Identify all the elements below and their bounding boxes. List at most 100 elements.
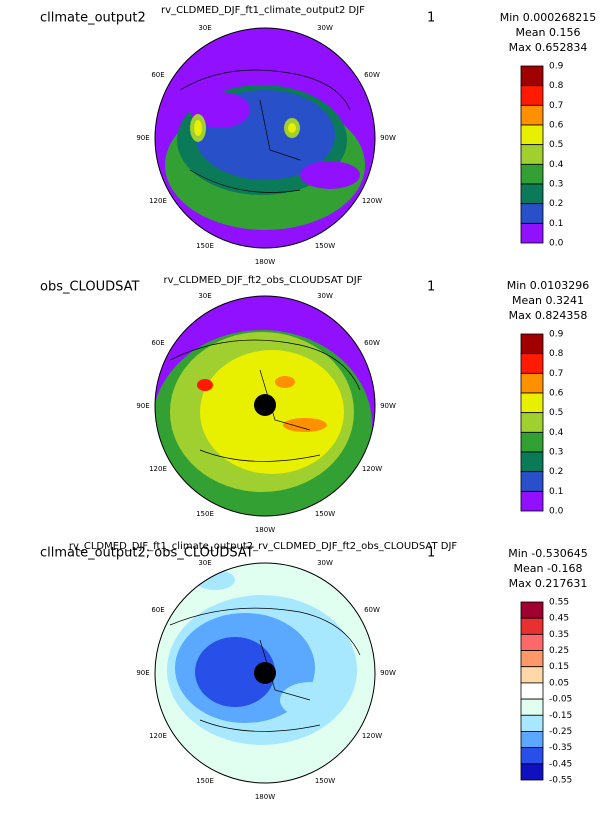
lon-label: 60E xyxy=(151,339,164,347)
lon-label: 60W xyxy=(364,71,380,79)
colorbar-box xyxy=(520,144,544,165)
colorbar-label: -0.45 xyxy=(549,759,572,769)
colorbar-label: 0.1 xyxy=(549,487,563,497)
colorbar-box xyxy=(520,698,544,716)
colorbar-box xyxy=(520,392,544,414)
colorbar-label: 0.45 xyxy=(549,614,569,624)
colorbar-label: 0.3 xyxy=(549,180,563,190)
lon-label: 120W xyxy=(362,465,382,473)
colorbar-box xyxy=(520,471,544,492)
panel-subtitle: rv_CLDMED_DJF_ft1_climate_output2 DJF xyxy=(161,5,365,16)
colorbar-box xyxy=(520,650,544,668)
colorbar-box xyxy=(520,431,544,453)
panel-title: cllmate_output2; obs_CLOUDSAT xyxy=(40,546,254,561)
colorbar-box xyxy=(520,85,544,106)
map-3 xyxy=(155,563,375,783)
panel-subtitle: rv_CLDMED_DJF_ft2_obs_CLOUDSAT DJF xyxy=(163,275,362,286)
colorbar-label: -0.35 xyxy=(549,743,572,753)
colorbar-box xyxy=(520,601,544,619)
colorbar-label: 0.2 xyxy=(549,199,563,209)
colorbar-label: -0.25 xyxy=(549,727,572,737)
lon-label: 30E xyxy=(198,559,211,567)
lon-label: 150W xyxy=(315,242,335,250)
colorbar-box xyxy=(520,633,544,651)
colorbar-box xyxy=(520,490,544,512)
colorbar-label: 0.05 xyxy=(549,678,569,688)
lon-label: 90W xyxy=(380,669,396,677)
lon-label: 120E xyxy=(149,465,167,473)
colorbar-label: 0.0 xyxy=(549,507,564,517)
panel-number: 1 xyxy=(427,546,435,561)
colorbar-label: 0.4 xyxy=(549,160,564,170)
colorbar-box xyxy=(520,731,544,749)
lon-label: 30W xyxy=(317,559,333,567)
stat: Max 0.824358 xyxy=(509,309,588,322)
stat: Min -0.530645 xyxy=(508,547,587,560)
colorbar-label: 0.2 xyxy=(549,467,563,477)
colorbar-label: 0.0 xyxy=(549,239,564,249)
lon-label: 60W xyxy=(364,339,380,347)
colorbar-label: 0.7 xyxy=(549,369,563,379)
colorbar-label: -0.55 xyxy=(549,776,572,786)
colorbar-box xyxy=(520,666,544,684)
lon-label: 180W xyxy=(255,258,275,266)
colorbar-label: 0.6 xyxy=(549,389,564,399)
colorbar-label: 0.5 xyxy=(549,408,563,418)
colorbar-box xyxy=(520,104,544,126)
lon-label: 150E xyxy=(196,242,214,250)
colorbar-label: 0.9 xyxy=(549,62,564,72)
lon-label: 120E xyxy=(149,197,167,205)
colorbar-label: 0.9 xyxy=(549,330,564,340)
lon-label: 90E xyxy=(136,669,149,677)
panel-title: obs_CLOUDSAT xyxy=(40,280,139,295)
colorbar-label: 0.7 xyxy=(549,101,563,111)
lon-label: 90E xyxy=(136,134,149,142)
colorbar-label: 0.8 xyxy=(549,349,564,359)
colorbar-box xyxy=(520,412,544,433)
colorbar-box xyxy=(520,353,544,374)
colorbar-label: 0.4 xyxy=(549,428,564,438)
lon-label: 60E xyxy=(151,71,164,79)
lon-label: 30W xyxy=(317,24,333,32)
colorbar-label: 0.5 xyxy=(549,140,563,150)
colorbar-label: 0.8 xyxy=(549,81,564,91)
lon-label: 120W xyxy=(362,197,382,205)
stat: Mean -0.168 xyxy=(514,562,583,575)
stat: Mean 0.3241 xyxy=(512,294,584,307)
lon-label: 30E xyxy=(198,24,211,32)
colorbar-box xyxy=(520,163,544,185)
colorbar-box xyxy=(520,451,544,473)
colorbar-box xyxy=(520,124,544,146)
lon-label: 60E xyxy=(151,606,164,614)
lon-label: 150E xyxy=(196,510,214,518)
colorbar-box xyxy=(520,714,544,732)
lon-label: 90W xyxy=(380,134,396,142)
panel-title: cllmate_output2 xyxy=(40,11,146,26)
stat: Min 0.000268215 xyxy=(500,11,597,24)
lon-label: 150W xyxy=(315,510,335,518)
colorbar-label: 0.6 xyxy=(549,121,564,131)
colorbar-box xyxy=(520,183,544,205)
colorbar-label: 0.25 xyxy=(549,646,569,656)
colorbar-box xyxy=(520,333,544,355)
stat: Min 0.0103296 xyxy=(507,279,590,292)
map-1 xyxy=(155,28,375,248)
colorbar-box xyxy=(520,682,544,700)
lon-label: 120E xyxy=(149,732,167,740)
colorbar-label: 0.1 xyxy=(549,219,563,229)
lon-label: 90E xyxy=(136,402,149,410)
colorbar-box xyxy=(520,65,544,87)
panel-number: 1 xyxy=(427,11,435,26)
stat: Max 0.217631 xyxy=(509,577,588,590)
colorbar-box xyxy=(520,617,544,635)
panel-number: 1 xyxy=(427,280,435,295)
colorbar-label: 0.35 xyxy=(549,630,569,640)
lon-label: 180W xyxy=(255,793,275,801)
colorbar-label: -0.15 xyxy=(549,711,572,721)
colorbar-box xyxy=(520,222,544,244)
lon-label: 120W xyxy=(362,732,382,740)
lon-label: 180W xyxy=(255,526,275,534)
colorbar-label: 0.3 xyxy=(549,448,563,458)
stat: Mean 0.156 xyxy=(516,26,581,39)
